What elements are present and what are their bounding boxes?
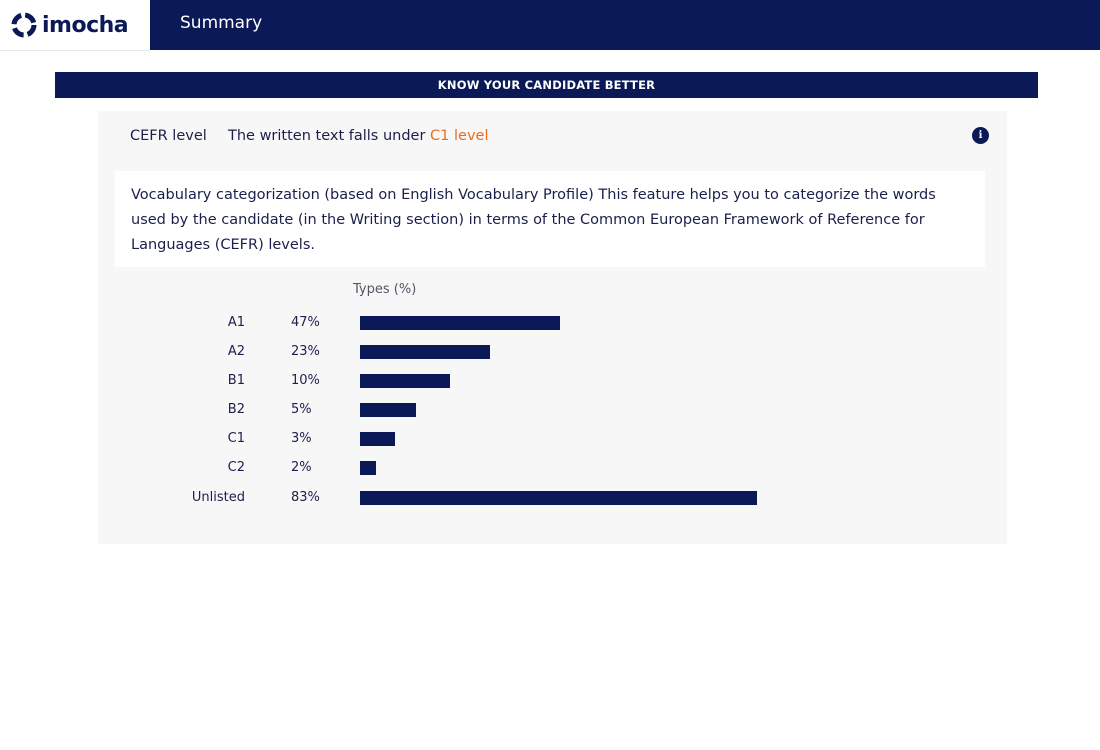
chart-bar: [360, 345, 490, 359]
cefr-panel: CEFR level The written text falls under …: [98, 111, 1007, 544]
logo-text: imocha: [42, 12, 129, 38]
chart-bar: [360, 432, 395, 446]
chart-category-label: C2: [227, 460, 245, 475]
chart-row: C1 3%: [98, 429, 1007, 449]
chart-row: C2 2%: [98, 458, 1007, 478]
chart-bar: [360, 403, 416, 417]
chart-row: A2 23%: [98, 342, 1007, 362]
chart-row: Unlisted 83%: [98, 488, 1007, 508]
chart-bar: [360, 491, 757, 505]
chart-bar: [360, 316, 560, 330]
section-banner: KNOW YOUR CANDIDATE BETTER: [55, 72, 1038, 98]
cefr-label: CEFR level: [130, 128, 207, 144]
chart-category-label: B1: [227, 373, 245, 388]
chart-bar: [360, 374, 450, 388]
chart-row: B1 10%: [98, 371, 1007, 391]
cefr-sentence-prefix: The written text falls under: [228, 128, 431, 144]
top-bar: imocha Summary: [0, 0, 1100, 51]
chart-category-label: C1: [227, 431, 245, 446]
page-title: Summary: [180, 13, 263, 33]
cefr-sentence: The written text falls under C1 level: [228, 128, 488, 144]
chart-value-label: 3%: [291, 431, 312, 446]
chart-category-label: A2: [227, 344, 245, 359]
cefr-level-value: C1 level: [430, 128, 489, 144]
chart-row: A1 47%: [98, 313, 1007, 333]
chart-value-label: 83%: [291, 490, 320, 505]
chart-value-label: 23%: [291, 344, 320, 359]
chart-value-label: 10%: [291, 373, 320, 388]
chart-value-label: 5%: [291, 402, 312, 417]
imocha-logo-icon: [11, 12, 37, 38]
chart-value-label: 47%: [291, 315, 320, 330]
chart-row: B2 5%: [98, 400, 1007, 420]
chart-category-label: Unlisted: [191, 490, 245, 505]
description-box: Vocabulary categorization (based on Engl…: [115, 171, 985, 267]
info-icon[interactable]: i: [972, 127, 989, 144]
chart-value-label: 2%: [291, 460, 312, 475]
chart-bar: [360, 461, 376, 475]
chart-category-label: A1: [227, 315, 245, 330]
chart-category-label: B2: [227, 402, 245, 417]
chart-column-header: Types (%): [353, 282, 417, 297]
logo[interactable]: imocha: [0, 0, 150, 51]
